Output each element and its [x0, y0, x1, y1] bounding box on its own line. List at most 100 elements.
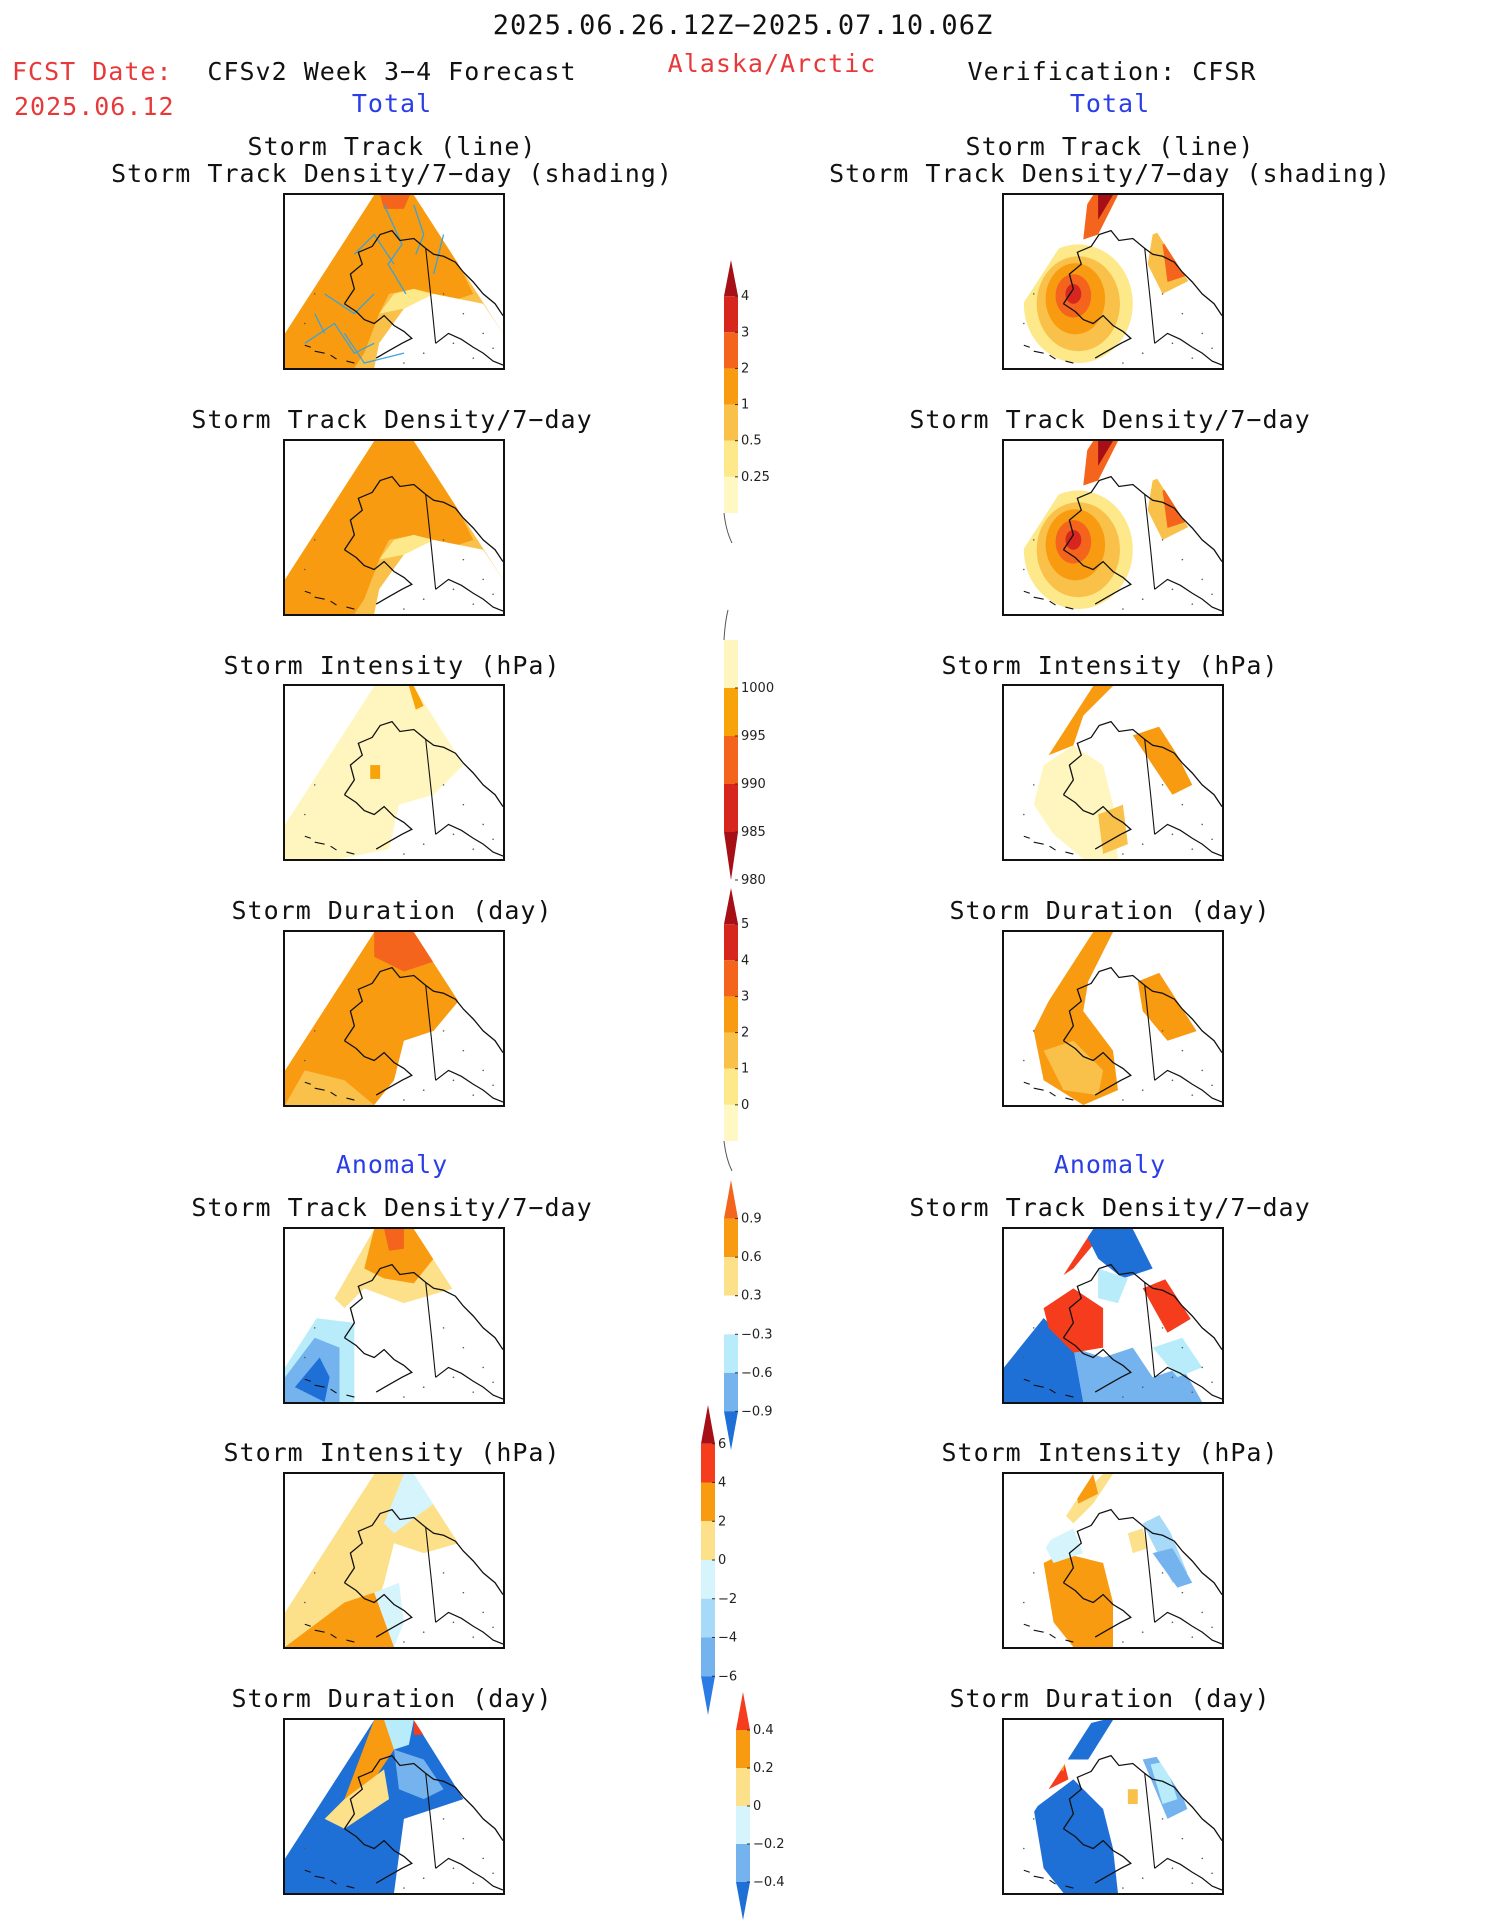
cb5-label-1: 4	[718, 1476, 726, 1491]
verification-title: Verification: CFSR	[967, 57, 1257, 86]
right-title-duration-anom: Storm Duration (day)	[949, 1684, 1271, 1713]
cb3-segment-1	[724, 924, 738, 961]
cb6-segment-0	[736, 1692, 750, 1730]
cb1-label-2: 2	[741, 361, 749, 376]
cb5-segment-2	[701, 1482, 715, 1522]
cb3-segment-6	[724, 1104, 738, 1141]
cb5-segment-5	[701, 1598, 715, 1638]
map-cfsr-intensity-anomaly	[1002, 1472, 1224, 1649]
cb2-segment-0	[724, 640, 738, 688]
cb1-label-3: 1	[741, 398, 749, 413]
cb1-segment-6	[724, 476, 738, 513]
cb2-label-4: 980	[741, 873, 766, 888]
map-cfsr-density-anomaly	[1002, 1227, 1224, 1404]
cb6-segment-4	[736, 1844, 750, 1882]
cb3-label-1: 4	[741, 953, 749, 968]
left-title-duration: Storm Duration (day)	[231, 896, 553, 925]
cb6-segment-5	[736, 1882, 750, 1920]
model-title: CFSv2 Week 3−4 Forecast	[207, 57, 577, 86]
right-title-intensity-anom: Storm Intensity (hPa)	[941, 1438, 1279, 1467]
left-title-intensity-anom: Storm Intensity (hPa)	[223, 1438, 561, 1467]
cb1-tail	[723, 512, 733, 544]
cb1-segment-5	[724, 440, 738, 477]
map-fcst-density	[283, 439, 505, 616]
cb2-segment-1	[724, 688, 738, 736]
cb1-label-0: 4	[741, 289, 749, 304]
right-title-density: Storm Track Density/7−day	[909, 405, 1311, 434]
cb1-label-5: 0.25	[741, 470, 770, 485]
cb1-segment-3	[724, 368, 738, 405]
right-title-duration: Storm Duration (day)	[949, 896, 1271, 925]
cb5-label-3: 0	[718, 1553, 726, 1568]
cb3-label-5: 0	[741, 1098, 749, 1113]
cb5-label-2: 2	[718, 1514, 726, 1529]
cb5-segment-0	[701, 1405, 715, 1444]
cb4-segment-2	[724, 1257, 738, 1296]
map-fcst-intensity	[283, 684, 505, 861]
period-title: 2025.06.26.12Z−2025.07.10.06Z	[492, 10, 994, 41]
cb1-segment-2	[724, 332, 738, 369]
right-title-intensity: Storm Intensity (hPa)	[941, 651, 1279, 680]
cb4-label-5: −0.9	[741, 1404, 773, 1419]
cb5-label-0: 6	[718, 1437, 726, 1452]
cb2-label-3: 985	[741, 825, 766, 840]
cb2-segment-4	[724, 832, 738, 880]
cb4-segment-4	[724, 1334, 738, 1373]
cb1-label-1: 3	[741, 325, 749, 340]
cb1-segment-4	[724, 404, 738, 441]
cb6-label-4: −0.4	[753, 1875, 785, 1890]
cb1-segment-0	[724, 260, 738, 297]
cb5-segment-6	[701, 1637, 715, 1677]
cb2-label-1: 995	[741, 729, 766, 744]
cb2-head	[723, 609, 729, 641]
left-title-density: Storm Track Density/7−day	[191, 405, 593, 434]
cb5-segment-3	[701, 1521, 715, 1560]
left-total-label: Total	[351, 89, 433, 118]
colorbar-duration-total: 5 4 3 2 1 0	[718, 888, 808, 1177]
right-total-label: Total	[1069, 89, 1151, 118]
cb2-label-2: 990	[741, 777, 766, 792]
cb6-label-0: 0.4	[753, 1723, 774, 1738]
cb3-label-3: 2	[741, 1026, 749, 1041]
map-fcst-track-density	[283, 193, 505, 370]
cb4-label-2: 0.3	[741, 1289, 762, 1304]
left-title-track-shading: Storm Track Density/7−day (shading)	[111, 159, 673, 188]
left-title-intensity: Storm Intensity (hPa)	[223, 651, 561, 680]
cb3-tail	[723, 1140, 733, 1172]
fcst-date-value: 2025.06.12	[14, 92, 175, 121]
right-title-density-anom: Storm Track Density/7−day	[909, 1193, 1311, 1222]
cb6-segment-3	[736, 1806, 750, 1844]
fcst-date-label: FCST Date:	[12, 57, 173, 86]
cb4-label-3: −0.3	[741, 1327, 773, 1342]
colorbar-intensity-anomaly: 6 4 2 0 −2 −4 −6	[695, 1405, 785, 1729]
cb1-segment-1	[724, 296, 738, 333]
map-fcst-duration-anomaly	[283, 1718, 505, 1895]
map-cfsr-intensity	[1002, 684, 1224, 861]
cb3-segment-4	[724, 1032, 738, 1069]
cb4-segment-3	[724, 1295, 738, 1335]
cb6-segment-2	[736, 1768, 750, 1806]
cb3-label-2: 3	[741, 989, 749, 1004]
cb3-label-4: 1	[741, 1062, 749, 1077]
cb6-label-2: 0	[753, 1799, 761, 1814]
cb2-label-0: 1000	[741, 681, 774, 696]
cb5-label-6: −6	[718, 1669, 737, 1684]
cb4-segment-6	[724, 1411, 738, 1450]
map-cfsr-duration-anomaly	[1002, 1718, 1224, 1895]
right-title-track-shading: Storm Track Density/7−day (shading)	[829, 159, 1391, 188]
left-title-density-anom: Storm Track Density/7−day	[191, 1193, 593, 1222]
cb5-segment-1	[701, 1443, 715, 1483]
map-cfsr-duration	[1002, 930, 1224, 1107]
cb5-label-5: −4	[718, 1631, 737, 1646]
cb3-segment-5	[724, 1068, 738, 1105]
map-fcst-duration	[283, 930, 505, 1107]
left-anomaly-label: Anomaly	[335, 1150, 449, 1179]
cb4-label-1: 0.6	[741, 1250, 762, 1265]
map-fcst-intensity-anomaly	[283, 1472, 505, 1649]
colorbar-density-total: 4 3 2 1 0.5 0.25	[718, 260, 808, 554]
cb4-segment-0	[724, 1180, 738, 1219]
cb4-label-0: 0.9	[741, 1212, 762, 1227]
cb1-label-4: 0.5	[741, 434, 762, 449]
cb2-segment-3	[724, 784, 738, 832]
colorbar-density-anomaly: 0.9 0.6 0.3 −0.3 −0.6 −0.9	[718, 1180, 808, 1464]
